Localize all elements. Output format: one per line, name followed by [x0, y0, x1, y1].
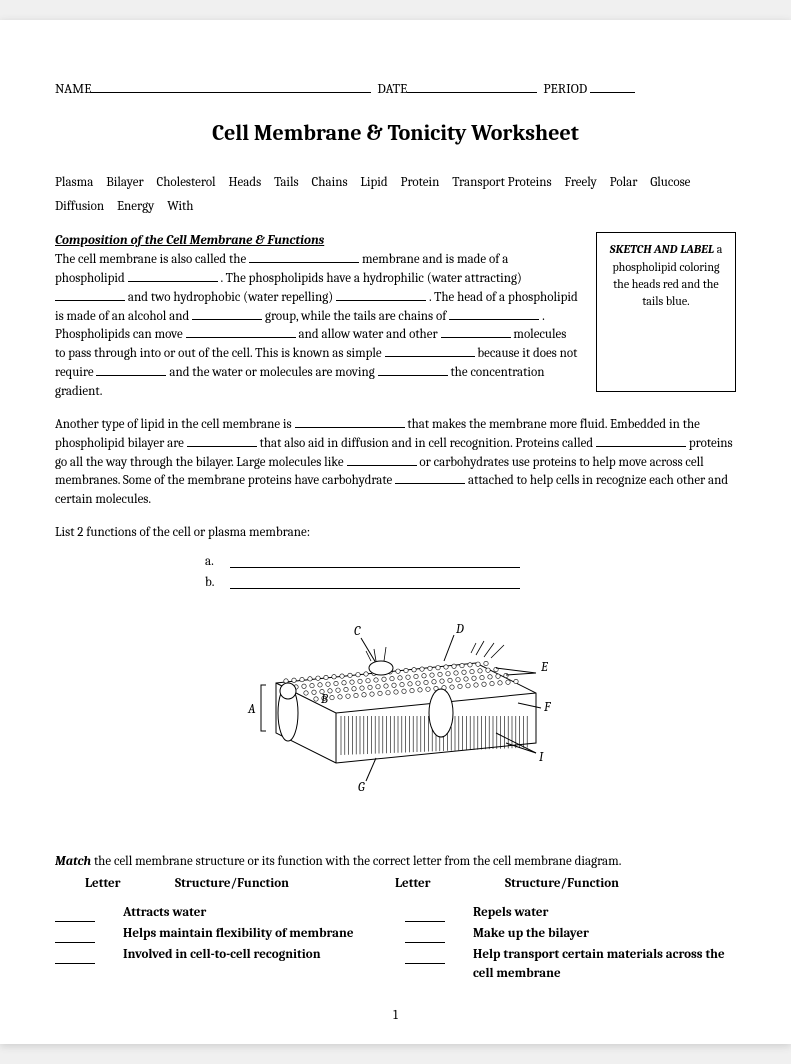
- blank[interactable]: [449, 319, 539, 320]
- match-blank[interactable]: [405, 929, 445, 943]
- name-label: NAME: [55, 82, 91, 97]
- wb-11: Glucose: [650, 171, 690, 194]
- blank[interactable]: [192, 319, 262, 320]
- match-right-2: Help transport certain materials across …: [473, 946, 736, 984]
- col-letter-1: Letter: [55, 875, 115, 894]
- period-blank[interactable]: [590, 92, 635, 93]
- p1s11: and the water or molecules are moving: [169, 365, 377, 380]
- blank[interactable]: [186, 337, 296, 338]
- diagram-label-d: D: [455, 622, 464, 637]
- list-prompt: List 2 functions of the cell or plasma m…: [55, 524, 736, 543]
- match-blank[interactable]: [405, 950, 445, 964]
- p2s1: Another type of lipid in the cell membra…: [55, 417, 295, 432]
- membrane-diagram: A B C D E F I G H: [236, 613, 556, 793]
- match-bold: Match: [55, 854, 91, 869]
- match-right-1: Make up the bilayer: [473, 925, 736, 944]
- match-blank[interactable]: [405, 908, 445, 922]
- list-b: b.: [205, 574, 220, 593]
- sketch-bold: SKETCH AND LABEL: [610, 242, 714, 256]
- match-right-0: Repels water: [473, 904, 736, 923]
- blank[interactable]: [378, 375, 448, 376]
- header-line: NAME DATE PERIOD: [55, 80, 736, 100]
- blank[interactable]: [385, 356, 475, 357]
- blank[interactable]: [55, 300, 125, 301]
- word-bank: Plasma Bilayer Cholesterol Heads Tails C…: [55, 171, 736, 218]
- list-a-blank[interactable]: [230, 553, 520, 568]
- match-left-0: Attracts water: [123, 904, 405, 923]
- match-left-2: Involved in cell-to-cell recognition: [123, 946, 405, 965]
- p1s8: and allow water and other: [299, 327, 441, 342]
- diagram-label-c: C: [354, 624, 361, 639]
- wb-5: Chains: [312, 171, 348, 194]
- date-blank[interactable]: [407, 92, 537, 93]
- diagram-label-f: F: [543, 700, 551, 715]
- wb-9: Freely: [564, 171, 596, 194]
- diagram-label-g: G: [358, 780, 365, 793]
- diagram-label-i: I: [539, 750, 544, 765]
- diagram-label-e: E: [540, 660, 548, 675]
- function-list: a. b.: [205, 553, 736, 593]
- blank[interactable]: [128, 281, 218, 282]
- sketch-box: SKETCH AND LABEL a phospholipid coloring…: [596, 232, 736, 392]
- name-blank[interactable]: [91, 92, 371, 93]
- blank[interactable]: [395, 483, 465, 484]
- date-label: DATE: [377, 82, 407, 97]
- p1s3: . The phospholipids have a hydrophilic (…: [220, 271, 521, 286]
- match-intro: Match the cell membrane structure or its…: [55, 853, 736, 872]
- wb-12: Diffusion: [55, 195, 104, 218]
- blank[interactable]: [295, 427, 405, 428]
- wb-8: Transport Proteins: [452, 171, 551, 194]
- p1s4: and two hydrophobic (water repelling): [128, 290, 336, 305]
- wb-3: Heads: [228, 171, 261, 194]
- wb-0: Plasma: [55, 171, 93, 194]
- match-column-headers: Letter Structure/Function Letter Structu…: [55, 875, 736, 894]
- match-blank[interactable]: [55, 950, 95, 964]
- wb-14: With: [167, 195, 193, 218]
- blank[interactable]: [187, 446, 257, 447]
- match-blank[interactable]: [55, 908, 95, 922]
- p1s1: The cell membrane is also called the: [55, 252, 249, 267]
- p1s6: group, while the tails are chains of: [265, 309, 449, 324]
- blank[interactable]: [441, 337, 511, 338]
- paragraph-2: Another type of lipid in the cell membra…: [55, 416, 736, 510]
- wb-2: Cholesterol: [156, 171, 215, 194]
- p2s3: that also aid in diffusion and in cell r…: [260, 436, 596, 451]
- blank[interactable]: [596, 446, 686, 447]
- worksheet-title: Cell Membrane & Tonicity Worksheet: [55, 118, 736, 150]
- diagram-label-b: B: [320, 692, 328, 707]
- wb-1: Bilayer: [106, 171, 143, 194]
- col-sf-2: Structure/Function: [445, 875, 736, 894]
- blank[interactable]: [347, 465, 417, 466]
- blank[interactable]: [249, 262, 359, 263]
- diagram-label-a: A: [247, 702, 256, 717]
- match-rest: the cell membrane structure or its funct…: [91, 854, 621, 869]
- match-table: Attracts water Helps maintain flexibilit…: [55, 904, 736, 985]
- match-left-1: Helps maintain flexibility of membrane: [123, 925, 405, 944]
- match-blank[interactable]: [55, 929, 95, 943]
- wb-13: Energy: [117, 195, 154, 218]
- blank[interactable]: [336, 300, 426, 301]
- wb-6: Lipid: [360, 171, 387, 194]
- page-number: 1: [0, 1007, 791, 1026]
- wb-10: Polar: [610, 171, 638, 194]
- wb-4: Tails: [274, 171, 299, 194]
- blank[interactable]: [96, 375, 166, 376]
- list-b-blank[interactable]: [230, 574, 520, 589]
- list-a: a.: [205, 553, 220, 572]
- period-label: PERIOD: [543, 82, 587, 97]
- col-sf-1: Structure/Function: [115, 875, 395, 894]
- col-letter-2: Letter: [395, 875, 445, 894]
- wb-7: Protein: [401, 171, 440, 194]
- worksheet-page: NAME DATE PERIOD Cell Membrane & Tonicit…: [0, 20, 791, 1044]
